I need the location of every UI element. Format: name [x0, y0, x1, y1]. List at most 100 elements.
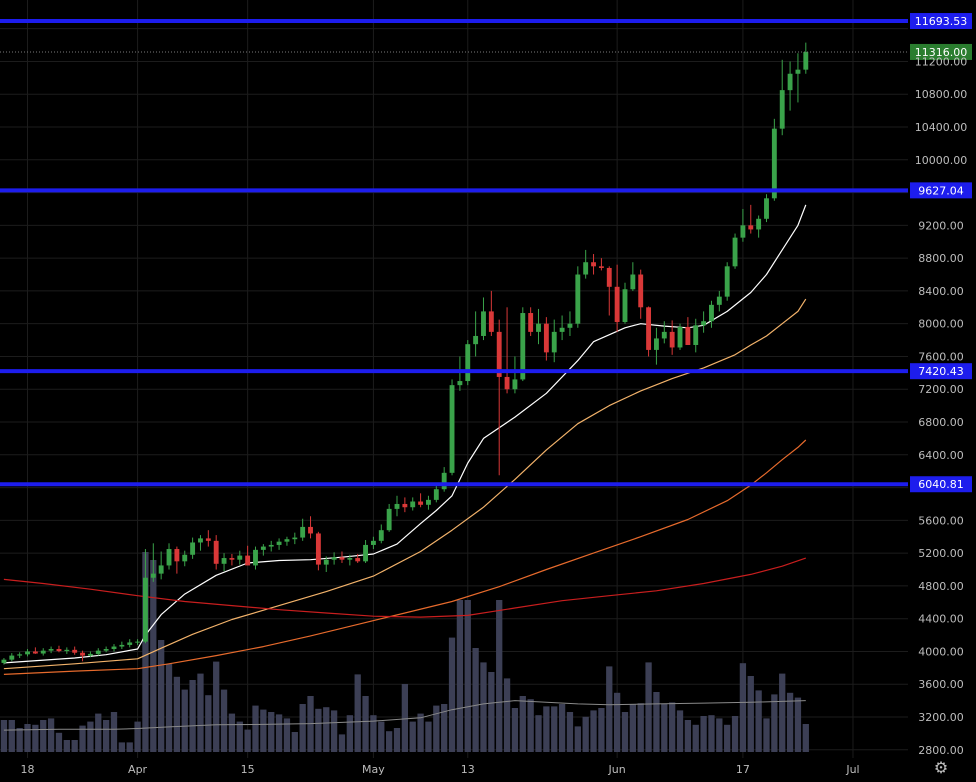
volume-bar [118, 742, 125, 752]
volume-bar [708, 715, 715, 752]
candle-body [386, 508, 392, 531]
volume-bar [794, 697, 802, 752]
level-label: 11693.53 [915, 15, 968, 28]
volume-bar [621, 712, 629, 752]
time-axis[interactable]: 18 Apr 15 May 13 Jun 17 Jul [21, 763, 860, 776]
y-tick-label: 8800.00 [918, 252, 964, 265]
horizontal-levels[interactable]: 11693.53 9627.04 7420.43 6040.81 [0, 13, 972, 493]
y-tick-label: 6800.00 [918, 416, 964, 429]
candle-body [709, 304, 714, 322]
candle-body [9, 655, 15, 660]
candle-body [559, 327, 565, 332]
y-tick-label: 5600.00 [918, 514, 964, 527]
volume-bar [448, 637, 456, 752]
volume-bar [40, 720, 47, 752]
level-label: 6040.81 [918, 478, 964, 491]
candlesticks [1, 42, 809, 665]
y-tick-label: 8000.00 [918, 318, 964, 331]
candle-body [614, 286, 620, 323]
candle-body [410, 501, 416, 508]
candle-body [433, 489, 439, 500]
volume-bar [527, 699, 534, 752]
gear-icon[interactable]: ⚙ [933, 758, 949, 777]
moving-average-line [3, 298, 807, 670]
y-tick-label: 7200.00 [918, 383, 964, 396]
candle-body [504, 376, 510, 390]
candle-body [803, 51, 809, 70]
volume-bar [543, 706, 550, 752]
candle-body [764, 198, 769, 219]
candle-body [473, 335, 479, 345]
candle-body [1, 659, 7, 663]
candle-body [787, 73, 793, 91]
volume-bar [747, 676, 754, 752]
candle-body [158, 565, 164, 574]
x-tick-label: Jun [608, 763, 626, 776]
y-tick-label: 10800.00 [915, 88, 968, 101]
candle-body [622, 289, 628, 323]
level-label: 9627.04 [918, 184, 964, 197]
y-tick-label: 4400.00 [918, 613, 964, 626]
candle-body [253, 549, 258, 566]
volume-bar [228, 713, 236, 752]
volume-bar [472, 648, 479, 752]
volume-bar [653, 692, 660, 752]
volume-bar [763, 718, 770, 752]
candle-body [441, 472, 447, 490]
candle-body [198, 538, 203, 543]
candle-body [606, 267, 612, 287]
candle-body [567, 323, 573, 328]
volume-bar [134, 721, 141, 752]
candle-body [17, 654, 23, 656]
candle-body [150, 573, 156, 578]
candle-body [756, 218, 762, 230]
candle-body [229, 558, 235, 560]
candle-body [331, 557, 337, 560]
candle-body [276, 541, 282, 545]
candle-body [402, 503, 408, 508]
volume-bar [283, 718, 291, 752]
candle-body [536, 323, 541, 332]
volume-bar [613, 692, 621, 752]
candle-body [378, 530, 384, 541]
candle-body [583, 262, 589, 275]
volume-bar [786, 692, 794, 752]
last-price-marker: 11316.00 [0, 43, 972, 60]
candle-body [669, 331, 675, 348]
y-tick-label: 11200.00 [915, 55, 968, 68]
volume-bar [16, 728, 23, 752]
price-axis[interactable]: 2800.00 3200.00 3600.00 4000.00 4400.00 4800.… [915, 55, 968, 756]
candle-body [315, 533, 321, 565]
candle-body [638, 274, 644, 308]
candle-body [213, 540, 219, 564]
volume-bar [779, 673, 786, 752]
candle-body [284, 539, 290, 542]
candle-body [779, 90, 785, 129]
candle-body [449, 385, 455, 473]
x-tick-label: 17 [736, 763, 750, 776]
volume-bar [417, 713, 424, 752]
candle-body [87, 653, 93, 656]
candle-body [72, 649, 78, 653]
candle-body [25, 651, 30, 655]
candle-body [653, 338, 659, 350]
volume-bar [330, 710, 338, 752]
y-tick-label: 8400.00 [918, 285, 964, 298]
candle-body [394, 503, 400, 509]
volume-bar [189, 680, 196, 752]
candle-body [661, 331, 667, 339]
volume-bar [441, 704, 448, 752]
candle-body [135, 641, 141, 643]
volume-bar [55, 732, 63, 752]
candle-body [182, 554, 188, 562]
volume-bar [731, 716, 739, 752]
candle-body [520, 313, 526, 380]
volume-bar [393, 728, 401, 752]
candle-body [488, 311, 494, 332]
volume-bar [102, 720, 110, 752]
volume-bar [32, 724, 39, 752]
candle-body [716, 296, 722, 305]
volume-bar [716, 718, 723, 752]
